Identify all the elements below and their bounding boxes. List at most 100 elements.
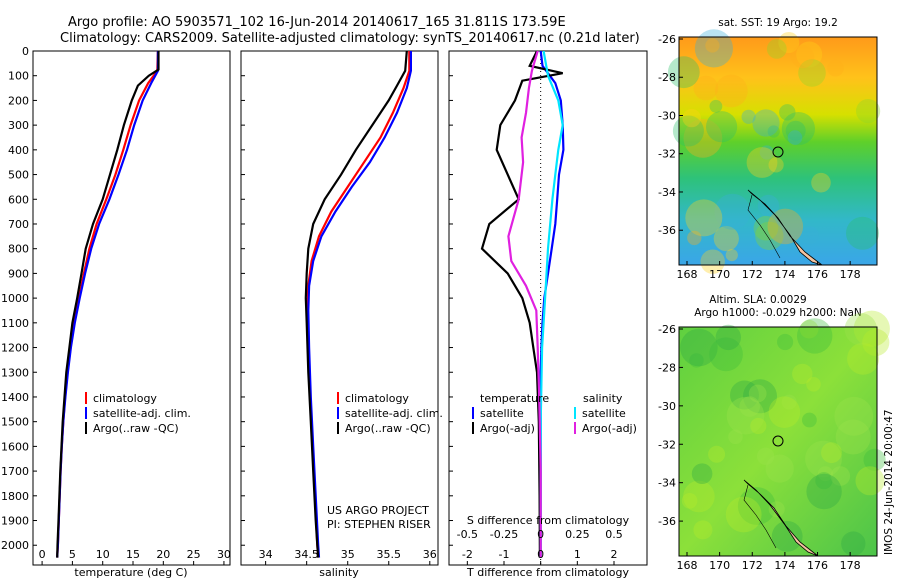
map-patch bbox=[798, 59, 826, 87]
legend-title-salinity: salinity bbox=[583, 392, 623, 405]
map-patch bbox=[796, 41, 823, 68]
map-patch bbox=[805, 440, 842, 478]
map-patch bbox=[728, 429, 743, 445]
map-patch bbox=[741, 109, 756, 124]
depth-tick-label: 0 bbox=[22, 45, 29, 58]
temperature-xlabel: temperature (deg C) bbox=[74, 566, 187, 579]
series-line bbox=[56, 51, 160, 558]
map-patch bbox=[683, 480, 715, 513]
difference-axes bbox=[448, 50, 648, 566]
map-patch bbox=[726, 396, 765, 435]
legend-label: Argo(-adj) bbox=[582, 422, 637, 435]
map-patch bbox=[806, 473, 842, 510]
legend-title-temperature: temperature bbox=[480, 392, 549, 405]
legend-label: climatology bbox=[345, 392, 409, 405]
legend-label: satellite bbox=[582, 407, 626, 420]
series-line bbox=[307, 51, 412, 558]
salinity-legend: climatology satellite-adj. clim. Argo(..… bbox=[327, 392, 443, 531]
temperature-xticks: 0 5 10 15 20 25 30 bbox=[39, 548, 231, 565]
map-ytick-label: -30 bbox=[658, 400, 676, 413]
difference-lines bbox=[480, 51, 565, 565]
legend-label: Argo(..raw -QC) bbox=[345, 422, 431, 435]
sst-field bbox=[679, 37, 877, 265]
map-patch bbox=[811, 172, 831, 193]
map-patch bbox=[792, 363, 813, 385]
map-patch bbox=[791, 45, 815, 69]
map-patch bbox=[687, 230, 702, 246]
map-patch bbox=[787, 130, 803, 145]
legend-label: climatology bbox=[93, 392, 157, 405]
map-patch bbox=[841, 531, 866, 556]
legend-label: Argo(..raw -QC) bbox=[93, 422, 179, 435]
x-tick-label: 0 bbox=[39, 548, 46, 561]
x-tick-label: 34.5 bbox=[294, 548, 319, 561]
map-patch bbox=[815, 472, 833, 490]
series-line bbox=[304, 51, 408, 558]
map-ytick-label: -32 bbox=[658, 438, 676, 451]
legend-label: satellite-adj. clim. bbox=[93, 407, 191, 420]
depth-tick-label: 1100 bbox=[1, 317, 29, 330]
map-patch bbox=[683, 118, 723, 158]
depth-tick-label: 1400 bbox=[1, 391, 29, 404]
map-patch bbox=[844, 313, 877, 346]
x-tick-label: 10 bbox=[96, 548, 110, 561]
map-patch bbox=[737, 487, 776, 525]
map-patch bbox=[709, 337, 743, 372]
map-patch bbox=[781, 394, 797, 410]
legend-label: Argo(-adj) bbox=[480, 422, 535, 435]
map-patch bbox=[846, 216, 879, 250]
argo-position-marker bbox=[772, 146, 784, 158]
isobath bbox=[743, 484, 777, 549]
s-tick-label: 0 bbox=[537, 528, 544, 541]
map-xtick-label: 170 bbox=[709, 559, 730, 572]
isobath bbox=[747, 194, 781, 259]
x-tick-label: -1 bbox=[499, 548, 510, 561]
x-tick-label: -2 bbox=[462, 548, 473, 561]
map-patch bbox=[753, 215, 779, 241]
depth-axis: 0 100 200 300 400 500 600 700 800 900 1000 1100 1200… bbox=[1, 45, 453, 552]
series-line bbox=[507, 51, 542, 558]
map-ytick-label: -26 bbox=[658, 33, 676, 46]
depth-tick-label: 800 bbox=[8, 243, 29, 256]
map-patch bbox=[827, 59, 844, 77]
map-xtick-label: 168 bbox=[677, 559, 698, 572]
series-line bbox=[306, 51, 411, 558]
map-xtick-label: 174 bbox=[774, 559, 795, 572]
sla-ticks: -26 -28 -30 -32 -34 -36 168 170 172 174 176 178 bbox=[658, 323, 861, 572]
map-patch bbox=[713, 226, 739, 252]
map-ytick-label: -34 bbox=[658, 186, 676, 199]
map-ytick-label: -28 bbox=[658, 71, 676, 84]
difference-xticks: -2 -1 0 1 2 -0.5 -0.25 0 0.25 0.5 bbox=[457, 528, 623, 565]
depth-tick-label: 1000 bbox=[1, 292, 29, 305]
depth-tick-label: 1500 bbox=[1, 416, 29, 429]
map-xtick-label: 176 bbox=[807, 559, 828, 572]
map-patch bbox=[766, 39, 787, 59]
depth-tick-label: 700 bbox=[8, 218, 29, 231]
map-patch bbox=[757, 194, 780, 217]
map-patch bbox=[817, 466, 833, 482]
depth-tick-label: 500 bbox=[8, 169, 29, 182]
map-patch bbox=[768, 501, 785, 518]
sst-map: sat. SST: 19 Argo: 19.2 -26-28-30-32-34-… bbox=[658, 17, 881, 281]
map-patch bbox=[756, 447, 775, 465]
map-patch bbox=[862, 328, 890, 356]
side-stamp: IMOS 24-Jun-2014 20:00:47 bbox=[883, 409, 895, 555]
map-patch bbox=[694, 29, 734, 68]
map-patch bbox=[856, 99, 881, 124]
map-patch bbox=[730, 380, 759, 410]
s-tick-label: 0.5 bbox=[605, 528, 623, 541]
map-ytick-label: -26 bbox=[658, 323, 676, 336]
sst-texture bbox=[667, 29, 881, 274]
map-patch bbox=[714, 193, 751, 230]
difference-xlabel: T difference from climatology bbox=[466, 566, 629, 579]
map-patch bbox=[779, 104, 796, 121]
temperature-lines bbox=[56, 51, 160, 558]
map-patch bbox=[748, 384, 767, 403]
map-patch bbox=[785, 120, 806, 141]
temperature-legend: climatology satellite-adj. clim. Argo(..… bbox=[85, 392, 191, 435]
map-ytick-label: -36 bbox=[658, 515, 676, 528]
map-ytick-label: -28 bbox=[658, 361, 676, 374]
sla-map-title-2: Argo h1000: -0.029 h2000: NaN bbox=[694, 307, 862, 319]
s-tick-label: -0.5 bbox=[457, 528, 478, 541]
map-patch bbox=[715, 324, 741, 351]
